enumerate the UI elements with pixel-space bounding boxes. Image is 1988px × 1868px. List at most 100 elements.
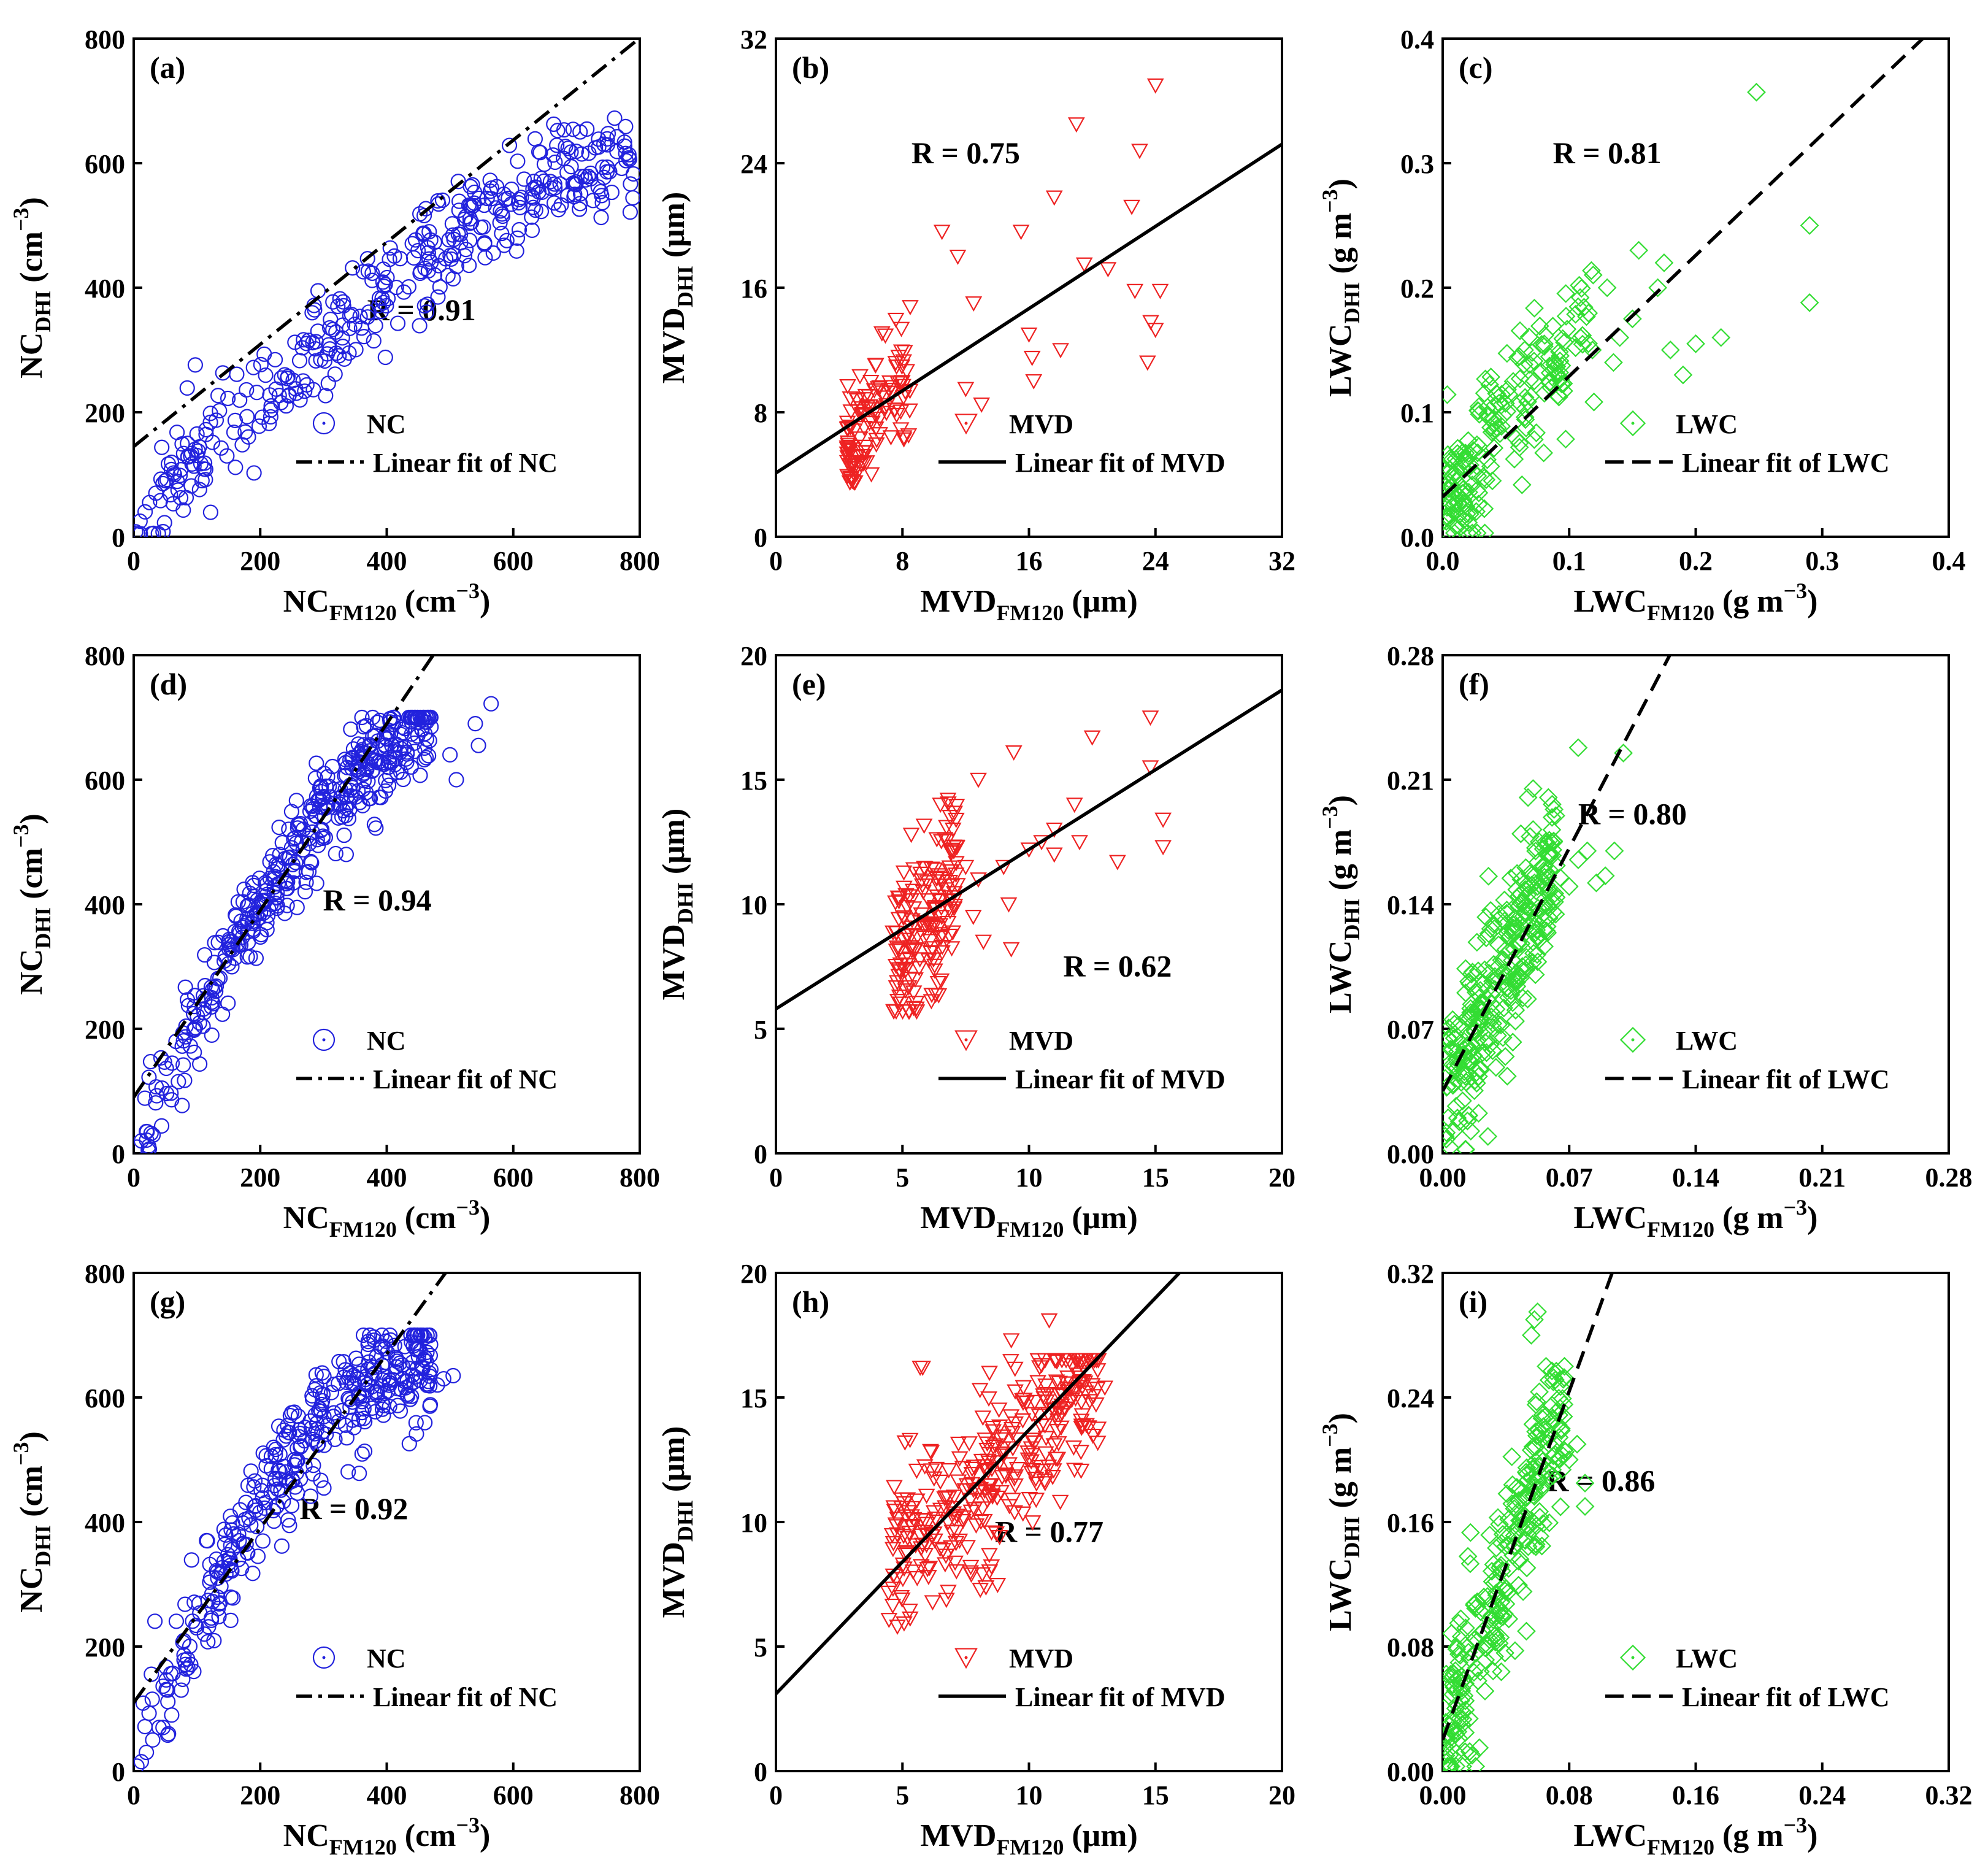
data-point [216, 1521, 232, 1537]
data-point [1084, 1428, 1102, 1444]
legend-fit-label: Linear fit of MVD [1015, 1064, 1226, 1094]
data-point [1487, 1538, 1506, 1558]
data-point [137, 1090, 153, 1106]
data-point [884, 1542, 902, 1558]
legend-fit-label: Linear fit of LWC [1682, 1064, 1890, 1094]
data-point [1067, 117, 1085, 133]
data-point [1497, 344, 1517, 363]
data-point [412, 318, 428, 334]
data-point [981, 1564, 999, 1580]
data-point [1445, 1015, 1464, 1034]
data-point [1485, 980, 1505, 999]
data-point [929, 889, 946, 905]
data-point [134, 1754, 149, 1770]
data-point [340, 810, 357, 826]
data-point [621, 151, 637, 167]
data-point [175, 445, 191, 461]
data-point [1496, 394, 1515, 413]
data-point [361, 1354, 377, 1370]
data-point [1456, 1701, 1475, 1720]
data-point [983, 1525, 1000, 1541]
data-point [1488, 1508, 1508, 1528]
data-point [1497, 1484, 1517, 1504]
data-point [618, 118, 634, 134]
data-point [154, 1080, 170, 1096]
data-point [1711, 328, 1731, 347]
data-point [366, 817, 383, 832]
data-point [1075, 257, 1093, 273]
data-point [983, 1461, 1000, 1477]
data-point [1443, 507, 1456, 526]
data-point [1493, 1524, 1513, 1544]
data-point [929, 975, 947, 991]
data-point [420, 240, 436, 256]
data-point [1004, 1493, 1021, 1509]
data-point [981, 1366, 998, 1382]
data-point [1083, 730, 1101, 746]
data-point [360, 263, 376, 279]
data-point [361, 791, 377, 807]
data-point [1142, 710, 1159, 726]
data-point [1000, 1457, 1018, 1473]
data-point [916, 920, 934, 936]
data-point [1499, 385, 1519, 404]
data-point [949, 249, 967, 265]
data-point [944, 822, 962, 838]
data-point [198, 472, 213, 488]
data-point [340, 1464, 356, 1480]
data-point [1459, 1106, 1478, 1125]
data-point [989, 1578, 1007, 1593]
data-point [856, 421, 873, 437]
data-point [166, 465, 182, 481]
data-point [616, 138, 632, 154]
data-point [148, 1095, 164, 1111]
data-point [1456, 1067, 1475, 1086]
y-tick-label: 5 [754, 1015, 767, 1045]
data-point [147, 1613, 163, 1629]
data-point [204, 434, 221, 450]
x-axis-label: NCFM120 (cm−3) [283, 1813, 491, 1859]
data-point [896, 880, 913, 896]
legend-fit-label: Linear fit of NC [373, 1682, 558, 1712]
data-point [1443, 448, 1460, 468]
data-point [339, 1430, 355, 1446]
data-point [957, 382, 975, 398]
data-point [436, 1370, 451, 1387]
data-point [882, 380, 900, 396]
data-point [1019, 1445, 1037, 1461]
data-point [344, 1375, 360, 1391]
data-point [963, 1467, 981, 1483]
data-point [560, 188, 576, 204]
data-point [137, 504, 153, 520]
data-point [231, 1532, 247, 1549]
data-point [980, 1391, 997, 1407]
data-point [323, 1385, 340, 1401]
data-point [396, 284, 412, 300]
data-point [373, 1378, 389, 1394]
chart-panel-i: 0.00 0.08 0.16 0.24 0.32 0.00 0.08 0.16 0.24 0.32… [1318, 1259, 1973, 1859]
data-point [948, 1564, 965, 1580]
data-point [246, 465, 262, 481]
data-point [843, 458, 861, 474]
data-point [1050, 1436, 1067, 1452]
y-tick-label: 0 [112, 523, 125, 553]
y-tick-label: 0.32 [1387, 1259, 1434, 1289]
data-point [1542, 808, 1562, 827]
data-point [1587, 873, 1606, 893]
data-point [1490, 1601, 1509, 1620]
data-point [416, 298, 432, 314]
data-point [1443, 1746, 1456, 1765]
x-tick-label: 200 [240, 1780, 280, 1810]
data-point [931, 893, 949, 909]
data-points [884, 710, 1172, 1020]
data-point [1443, 1129, 1456, 1149]
data-point [886, 1480, 903, 1496]
data-point [1540, 845, 1559, 864]
data-point [1475, 468, 1494, 488]
data-point [268, 1441, 284, 1458]
chart-panel-f: 0.00 0.07 0.14 0.21 0.28 0.00 0.07 0.14 0.21 0.28… [1318, 641, 1973, 1242]
x-tick-label: 0 [127, 1780, 140, 1810]
data-point [1517, 948, 1536, 967]
panel-label: (g) [150, 1285, 185, 1319]
data-point [352, 309, 368, 325]
